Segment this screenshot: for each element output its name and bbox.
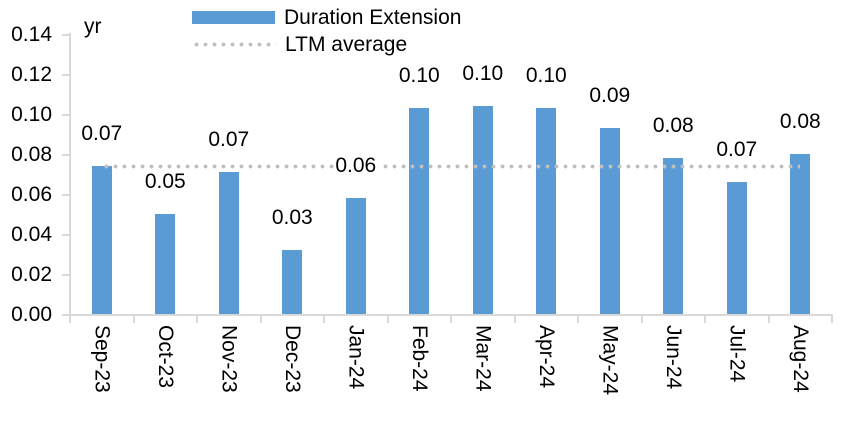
bar-value-label: 0.06 bbox=[333, 154, 379, 178]
x-tick bbox=[704, 316, 706, 323]
bar bbox=[663, 158, 684, 314]
category-label: Nov-23 bbox=[217, 325, 241, 393]
y-tick bbox=[62, 234, 70, 236]
bar bbox=[218, 172, 239, 314]
legend-item-duration-extension: Duration Extension bbox=[192, 4, 461, 31]
category-label: Oct-23 bbox=[153, 325, 177, 389]
category-label: Jun-24 bbox=[661, 325, 685, 390]
y-tick bbox=[62, 274, 70, 276]
bar-value-label: 0.08 bbox=[777, 110, 823, 134]
bar-value-label: 0.10 bbox=[460, 62, 506, 86]
x-tick bbox=[450, 316, 452, 323]
bar-value-label: 0.10 bbox=[523, 64, 569, 88]
category-label: Apr-24 bbox=[534, 325, 558, 389]
y-tick-label: 0.12 bbox=[11, 63, 52, 86]
y-tick bbox=[62, 314, 70, 316]
bar bbox=[599, 128, 620, 314]
category-label: Dec-23 bbox=[280, 325, 304, 393]
category-label: Feb-24 bbox=[407, 325, 431, 392]
x-tick bbox=[196, 316, 198, 323]
x-tick bbox=[577, 316, 579, 323]
category-label: Jan-24 bbox=[344, 325, 368, 390]
category-label: Mar-24 bbox=[471, 325, 495, 392]
y-tick-label: 0.10 bbox=[11, 103, 52, 126]
legend-label-duration-extension: Duration Extension bbox=[284, 5, 462, 29]
bar-value-label: 0.03 bbox=[269, 206, 315, 230]
bar bbox=[472, 106, 493, 314]
x-tick bbox=[513, 316, 516, 323]
bar bbox=[345, 198, 366, 314]
legend-item-ltm-average: LTM average bbox=[192, 31, 461, 58]
y-tick-label: 0.14 bbox=[11, 23, 52, 46]
bar-value-label: 0.07 bbox=[714, 138, 760, 162]
x-tick bbox=[69, 316, 71, 323]
bar bbox=[282, 250, 303, 314]
category-label: Aug-24 bbox=[788, 325, 812, 393]
ltm-average-line bbox=[101, 164, 801, 169]
x-tick bbox=[831, 316, 833, 323]
x-tick bbox=[640, 316, 643, 323]
bar-value-label: 0.07 bbox=[79, 122, 125, 146]
x-tick bbox=[132, 316, 135, 323]
bar bbox=[536, 108, 557, 314]
bar-value-label: 0.09 bbox=[587, 84, 633, 108]
y-axis-line bbox=[69, 33, 71, 316]
bar bbox=[91, 166, 112, 314]
bar-value-label: 0.08 bbox=[650, 114, 696, 138]
x-axis-line bbox=[69, 314, 833, 316]
bar bbox=[790, 154, 811, 314]
y-tick-label: 0.08 bbox=[11, 143, 52, 166]
y-tick-label: 0.04 bbox=[11, 223, 52, 246]
bar-value-label: 0.05 bbox=[142, 170, 188, 194]
legend-label-ltm-average: LTM average bbox=[285, 32, 408, 56]
x-tick bbox=[767, 316, 770, 323]
category-label: May-24 bbox=[598, 325, 622, 396]
y-tick-label: 0.00 bbox=[11, 303, 52, 326]
x-tick bbox=[259, 316, 262, 323]
category-label: Sep-23 bbox=[90, 325, 114, 393]
bar-value-label: 0.10 bbox=[396, 64, 442, 88]
y-tick-label: 0.02 bbox=[11, 263, 52, 286]
y-tick-label: 0.06 bbox=[11, 183, 52, 206]
bar bbox=[155, 214, 176, 314]
x-tick bbox=[386, 316, 389, 323]
category-label: Jul-24 bbox=[725, 325, 749, 383]
bar bbox=[726, 182, 747, 314]
y-tick bbox=[62, 34, 70, 36]
legend: Duration Extension LTM average bbox=[192, 4, 461, 58]
bar-value-label: 0.07 bbox=[206, 128, 252, 152]
legend-dotted-line-swatch-icon bbox=[192, 42, 276, 47]
x-tick bbox=[323, 316, 325, 323]
y-tick bbox=[62, 194, 70, 196]
bar bbox=[409, 108, 430, 314]
y-tick bbox=[62, 154, 70, 156]
y-axis-unit-label: yr bbox=[84, 15, 102, 38]
legend-bar-swatch-icon bbox=[192, 11, 275, 24]
y-tick bbox=[62, 114, 70, 116]
y-tick bbox=[62, 74, 70, 76]
